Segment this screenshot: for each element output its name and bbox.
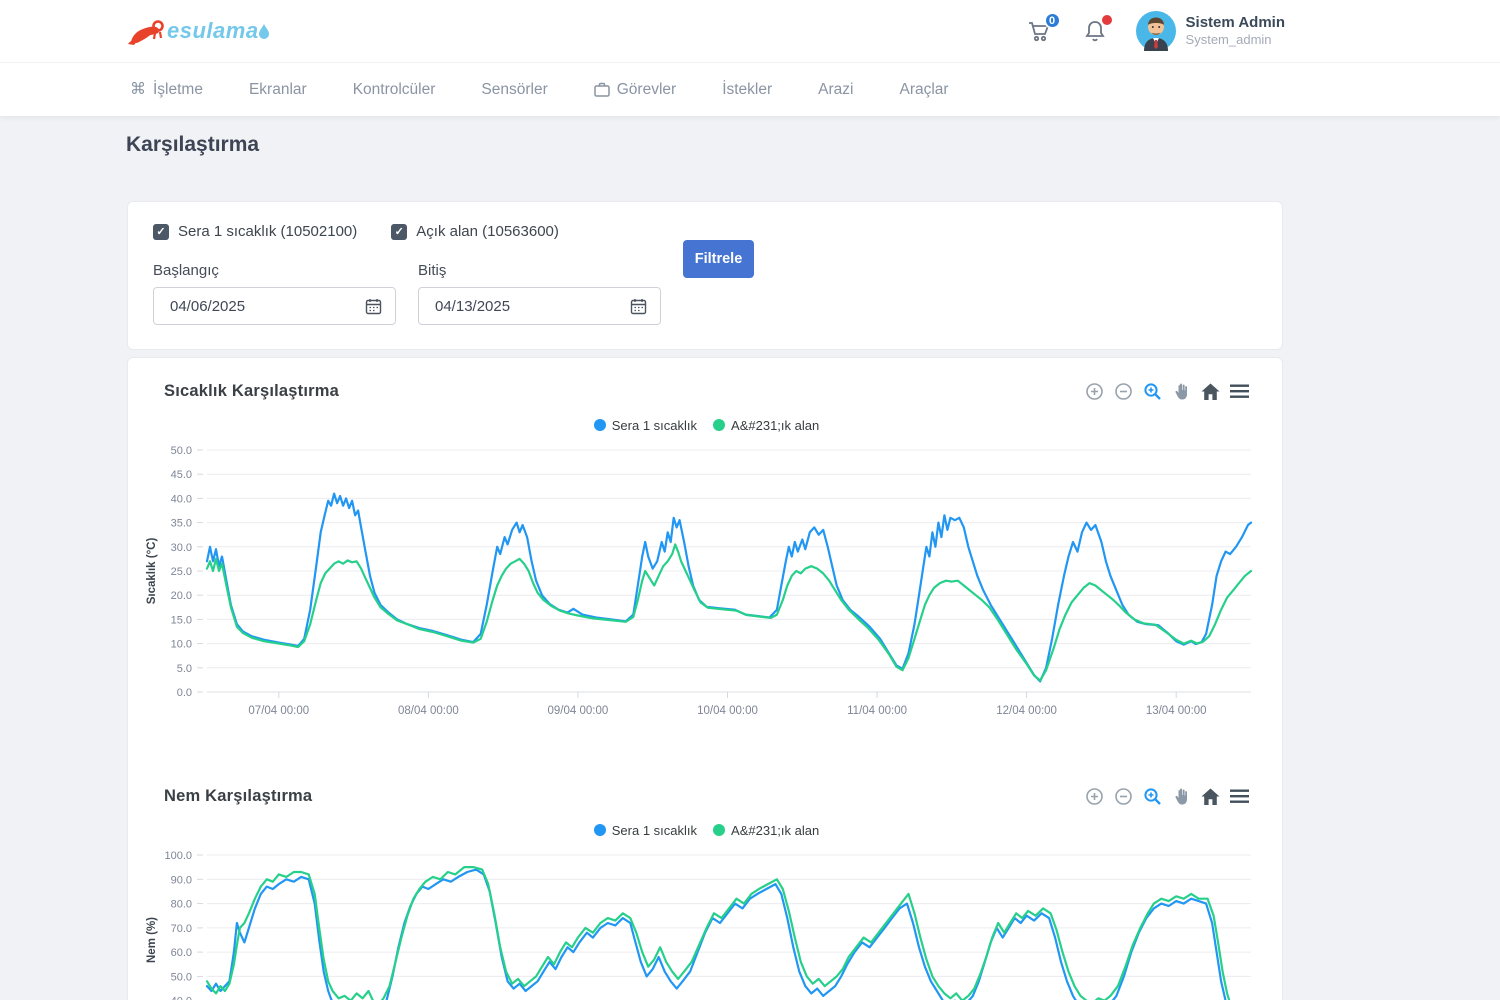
filter-button[interactable]: Filtrele (683, 240, 754, 278)
svg-text:07/04 00:00: 07/04 00:00 (248, 705, 309, 717)
legend-item-acikalan[interactable]: A&#231;ık alan (713, 418, 819, 433)
humidity-chart-block: Nem Karşılaştırma (164, 787, 1249, 1000)
svg-text:10/04 00:00: 10/04 00:00 (697, 705, 758, 717)
svg-text:13/04 00:00: 13/04 00:00 (1146, 705, 1207, 717)
user-name: Sistem Admin (1186, 14, 1285, 33)
svg-text:15.0: 15.0 (171, 614, 192, 626)
chart-toolbar (1085, 787, 1249, 806)
svg-text:10.0: 10.0 (171, 639, 192, 651)
selection-zoom-icon[interactable] (1143, 382, 1162, 401)
chart-toolbar (1085, 382, 1249, 401)
brand-logo[interactable]: esulama (125, 12, 270, 50)
briefcase-icon (594, 82, 610, 97)
cart-button[interactable]: 0 (1024, 16, 1054, 46)
nav-item-araclar[interactable]: Araçlar (899, 81, 948, 99)
svg-text:0.0: 0.0 (177, 687, 192, 699)
calendar-icon[interactable] (630, 298, 647, 315)
water-drop-icon (258, 23, 270, 39)
filter-panel: ✓ Sera 1 sıcaklık (10502100) ✓ Açık alan… (127, 201, 1283, 350)
zoom-out-icon[interactable] (1114, 382, 1133, 401)
legend-item-acikalan[interactable]: A&#231;ık alan (713, 823, 819, 838)
svg-text:80.0: 80.0 (171, 899, 192, 911)
temperature-chart-title: Sıcaklık Karşılaştırma (164, 382, 339, 401)
sensor-checkbox-sera1[interactable]: ✓ Sera 1 sıcaklık (10502100) (153, 223, 357, 240)
ram-logo-icon (125, 12, 169, 50)
command-icon: ⌘ (130, 82, 146, 98)
start-date-label: Başlangıç (153, 262, 396, 279)
nav-item-sensorler[interactable]: Sensörler (481, 81, 547, 99)
svg-text:60.0: 60.0 (171, 947, 192, 959)
svg-text:50.0: 50.0 (171, 971, 192, 983)
pan-icon[interactable] (1172, 382, 1191, 401)
avatar (1136, 11, 1176, 51)
svg-text:30.0: 30.0 (171, 542, 192, 554)
end-date-value: 04/13/2025 (435, 298, 510, 315)
menu-icon[interactable] (1230, 382, 1249, 401)
temperature-chart-plot[interactable]: 0.0 5.0 10.0 15.0 20.0 25.0 30.0 35.0 40.0 45.0 50… (141, 444, 1281, 730)
zoom-out-icon[interactable] (1114, 787, 1133, 806)
legend-marker-green (713, 824, 725, 836)
svg-text:100.0: 100.0 (164, 850, 192, 862)
page-title: Karşılaştırma (126, 133, 1500, 157)
nav-item-isletme[interactable]: ⌘ İşletme (130, 81, 203, 99)
nav-item-kontrolculer[interactable]: Kontrolcüler (353, 81, 436, 99)
end-date-input[interactable]: 04/13/2025 (418, 287, 661, 325)
legend-marker-blue (594, 419, 606, 431)
svg-text:45.0: 45.0 (171, 469, 192, 481)
svg-text:70.0: 70.0 (171, 923, 192, 935)
nav-item-istekler[interactable]: İstekler (722, 81, 772, 99)
svg-text:Nem (%): Nem (%) (146, 917, 158, 963)
user-menu[interactable]: Sistem Admin System_admin (1136, 11, 1285, 51)
notifications-button[interactable] (1080, 16, 1110, 46)
start-date-value: 04/06/2025 (170, 298, 245, 315)
nav-item-gorevler[interactable]: Görevler (594, 81, 676, 99)
zoom-in-icon[interactable] (1085, 382, 1104, 401)
cart-count-badge: 0 (1044, 12, 1061, 29)
svg-text:11/04 00:00: 11/04 00:00 (847, 705, 907, 717)
nav-item-arazi[interactable]: Arazi (818, 81, 853, 99)
svg-text:5.0: 5.0 (177, 663, 192, 675)
legend-item-sera1[interactable]: Sera 1 sıcaklık (594, 418, 697, 433)
sensor-checkbox-acikalan[interactable]: ✓ Açık alan (10563600) (391, 223, 559, 240)
menu-icon[interactable] (1230, 787, 1249, 806)
home-icon[interactable] (1201, 382, 1220, 401)
svg-text:09/04 00:00: 09/04 00:00 (548, 705, 609, 717)
charts-panel: Sıcaklık Karşılaştırma (127, 357, 1283, 1000)
checkbox-checked-icon[interactable]: ✓ (391, 224, 407, 240)
top-bar: esulama 0 (0, 0, 1500, 62)
calendar-icon[interactable] (365, 298, 382, 315)
svg-text:35.0: 35.0 (171, 518, 192, 530)
svg-text:50.0: 50.0 (171, 445, 192, 457)
humidity-chart-title: Nem Karşılaştırma (164, 787, 312, 806)
temperature-chart-legend: Sera 1 sıcaklık A&#231;ık alan (164, 415, 1249, 435)
temperature-chart-block: Sıcaklık Karşılaştırma (164, 382, 1249, 730)
end-date-label: Bitiş (418, 262, 661, 279)
svg-text:12/04 00:00: 12/04 00:00 (996, 705, 1057, 717)
notification-dot (1102, 15, 1112, 25)
home-icon[interactable] (1201, 787, 1220, 806)
checkbox-checked-icon[interactable]: ✓ (153, 224, 169, 240)
svg-text:08/04 00:00: 08/04 00:00 (398, 705, 459, 717)
legend-marker-blue (594, 824, 606, 836)
svg-text:40.0: 40.0 (171, 996, 192, 1000)
zoom-in-icon[interactable] (1085, 787, 1104, 806)
svg-text:25.0: 25.0 (171, 566, 192, 578)
svg-text:20.0: 20.0 (171, 590, 192, 602)
svg-text:Sıcaklık (°C): Sıcaklık (°C) (146, 538, 158, 605)
humidity-chart-plot[interactable]: 30.040.050.060.070.080.090.0100.0Nem (%) (141, 849, 1281, 1000)
humidity-chart-legend: Sera 1 sıcaklık A&#231;ık alan (164, 820, 1249, 840)
nav-item-ekranlar[interactable]: Ekranlar (249, 81, 307, 99)
selection-zoom-icon[interactable] (1143, 787, 1162, 806)
start-date-input[interactable]: 04/06/2025 (153, 287, 396, 325)
legend-marker-green (713, 419, 725, 431)
legend-item-sera1[interactable]: Sera 1 sıcaklık (594, 823, 697, 838)
svg-text:90.0: 90.0 (171, 874, 192, 886)
user-handle: System_admin (1186, 32, 1285, 48)
main-nav: ⌘ İşletme Ekranlar Kontrolcüler Sensörle… (0, 62, 1500, 116)
pan-icon[interactable] (1172, 787, 1191, 806)
brand-text: esulama (167, 18, 259, 44)
svg-text:40.0: 40.0 (171, 493, 192, 505)
